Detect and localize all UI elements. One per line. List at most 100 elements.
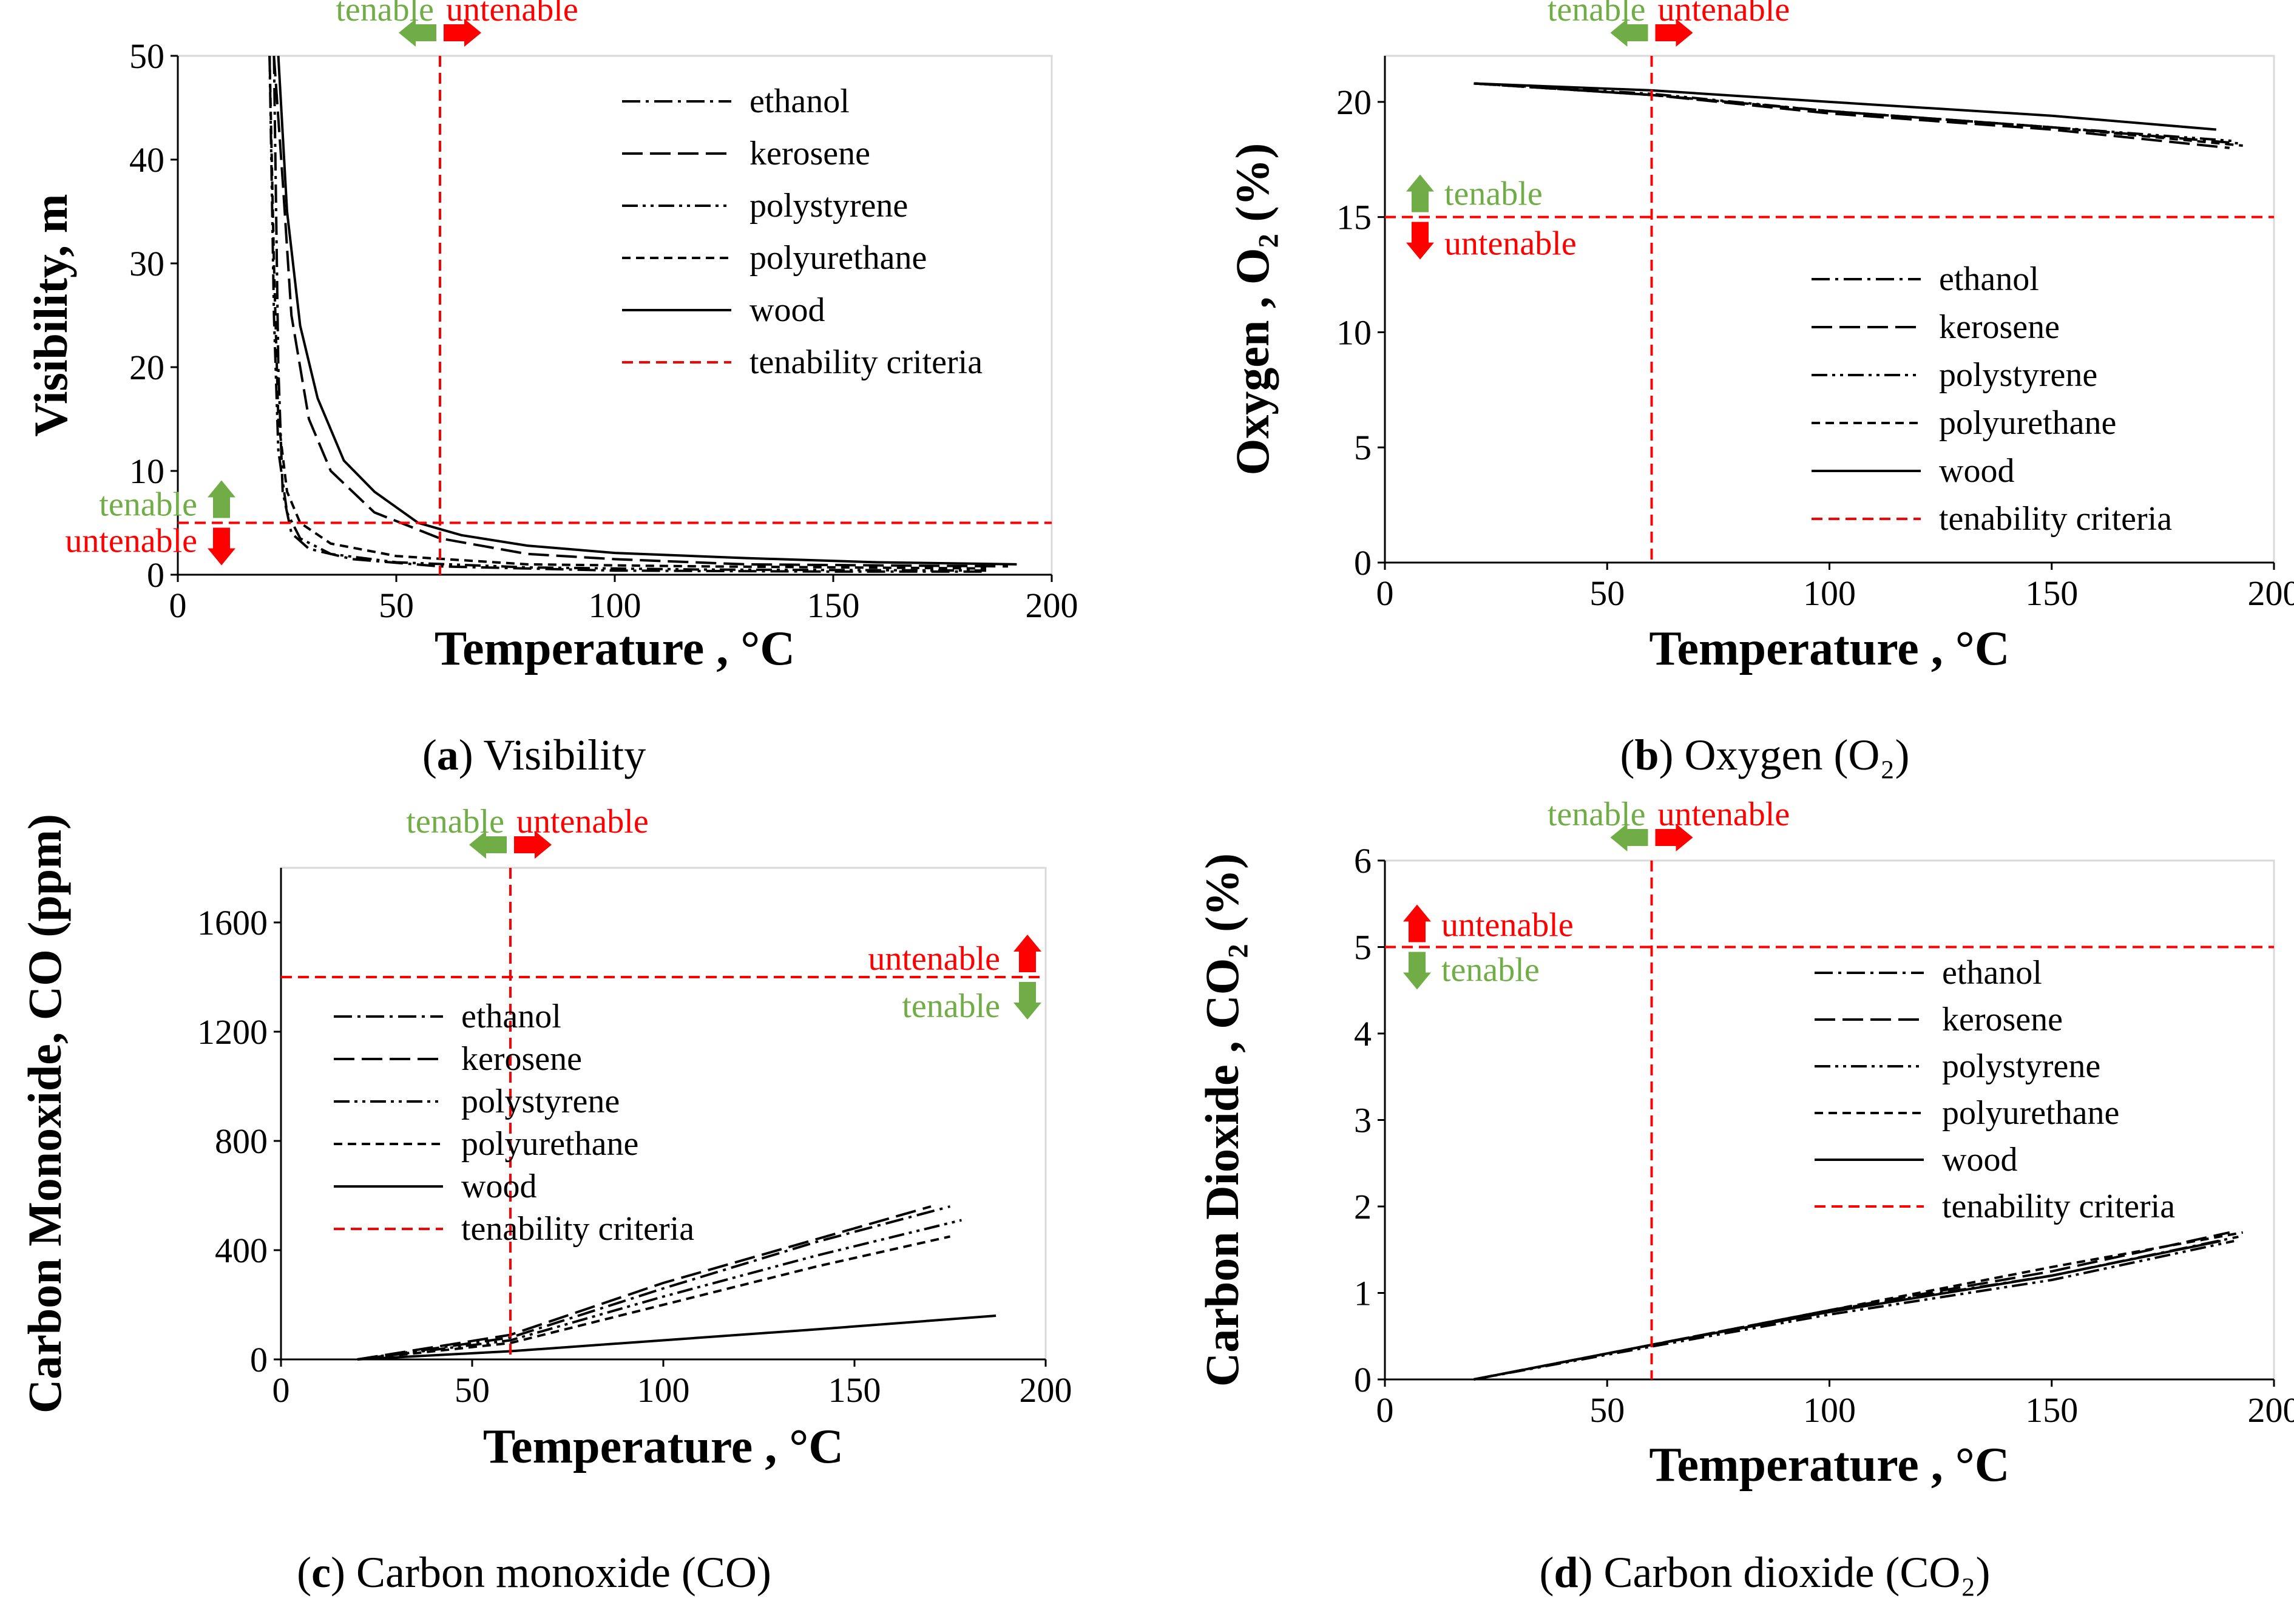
y-tick-label: 20 <box>1336 83 1372 122</box>
legend-label: wood <box>749 291 825 329</box>
red-arrow-icon <box>208 527 235 566</box>
untenable-label-y: untenable <box>1444 225 1577 263</box>
tenable-label-x: tenable <box>336 0 434 29</box>
tenable-label-x: tenable <box>1548 796 1646 833</box>
red-arrow-icon <box>444 19 481 47</box>
y-tick-label: 5 <box>1354 928 1372 967</box>
tenable-label-x: tenable <box>406 803 504 841</box>
red-arrow-icon <box>1655 19 1693 47</box>
x-tick-label: 100 <box>637 1370 690 1410</box>
legend-label: kerosene <box>749 135 870 172</box>
y-tick-label: 0 <box>1354 1360 1372 1399</box>
red-arrow-icon <box>514 831 552 859</box>
y-tick-label: 0 <box>1354 543 1372 583</box>
untenable-label-x: untenable <box>1658 796 1790 833</box>
x-tick-label: 150 <box>2025 1390 2078 1430</box>
series-line-wood <box>1474 82 2216 131</box>
y-axis-label: Oxygen , O₂ (%) <box>1226 143 1279 476</box>
series-line-kerosene <box>1474 82 2230 149</box>
legend: ethanol kerosene polystyrene polyurethane wo… <box>1815 954 2175 1225</box>
x-tick-label: 200 <box>2248 1390 2294 1430</box>
red-arrow-icon <box>1013 935 1041 972</box>
x-tick-label: 100 <box>1803 1390 1856 1430</box>
x-tick-label: 50 <box>1589 573 1625 613</box>
series-line-wood <box>1474 1240 2221 1381</box>
y-tick-label: 20 <box>129 348 164 387</box>
y-tick-label: 50 <box>129 36 164 76</box>
legend-label: kerosene <box>1939 308 2060 346</box>
green-arrow-icon <box>1013 982 1041 1020</box>
tenable-label-y: tenable <box>902 987 1000 1025</box>
tenable-label-y: tenable <box>1441 952 1540 989</box>
y-tick-label: 1 <box>1354 1274 1372 1313</box>
x-tick-label: 200 <box>2248 573 2294 613</box>
untenable-label-y: untenable <box>1441 907 1574 944</box>
green-arrow-icon <box>469 831 507 859</box>
legend: ethanol kerosene polystyrene polyurethane wo… <box>622 83 983 381</box>
x-tick-label: 200 <box>1020 1370 1072 1410</box>
series-line-wood <box>357 1314 996 1361</box>
tenable-label-y: tenable <box>1444 175 1543 213</box>
green-arrow-icon <box>1406 174 1434 212</box>
y-tick-label: 1600 <box>197 903 268 942</box>
legend-label: polyurethane <box>1939 404 2116 442</box>
series-line-kerosene <box>272 55 1009 568</box>
legend-label: tenability criteria <box>461 1210 694 1248</box>
x-axis-label: Temperature , °C <box>1649 1438 2009 1492</box>
red-arrow-icon <box>1403 904 1431 942</box>
legend: ethanol kerosene polystyrene polyurethane wo… <box>1812 260 2172 538</box>
y-tick-label: 30 <box>129 244 164 283</box>
y-tick-label: 400 <box>215 1231 268 1270</box>
y-axis-label: Carbon Monoxide, CO (ppm) <box>18 814 71 1413</box>
chart-panel-c: 0 50 100 150 200 0 400 800 1200 1600 Temperature ,… <box>18 803 1072 1597</box>
x-tick-label: 0 <box>169 586 187 625</box>
x-axis-label: Temperature , °C <box>435 622 795 675</box>
y-tick-label: 0 <box>250 1340 268 1379</box>
legend-label: tenability criteria <box>1939 500 2172 538</box>
y-axis-label: Visibility, m <box>24 194 77 436</box>
green-arrow-icon <box>1610 19 1648 47</box>
legend-label: ethanol <box>1942 954 2042 992</box>
legend-label: polystyrene <box>461 1083 620 1120</box>
legend-label: polyurethane <box>461 1125 638 1163</box>
chart-panel-b: 0 50 100 150 200 0 5 10 15 20 Temperature , °C Oxyg… <box>1226 0 2294 779</box>
y-tick-label: 0 <box>147 555 164 595</box>
series-line-ethanol <box>357 1205 951 1361</box>
x-tick-label: 0 <box>1376 1390 1394 1430</box>
x-tick-label: 150 <box>828 1370 881 1410</box>
y-axis-label: Carbon Dioxide , CO₂ (%) <box>1196 853 1248 1387</box>
untenable-label-x: untenable <box>1658 0 1790 29</box>
y-tick-label: 4 <box>1354 1014 1372 1054</box>
green-arrow-icon <box>399 19 436 47</box>
x-tick-label: 0 <box>1376 573 1394 613</box>
y-tick-label: 5 <box>1354 428 1372 467</box>
green-arrow-icon <box>208 480 235 518</box>
red-arrow-icon <box>1655 824 1693 851</box>
chart-caption: (b) Oxygen (O₂) <box>1620 731 1909 779</box>
series-line-ethanol <box>272 55 986 573</box>
x-tick-label: 50 <box>379 586 414 625</box>
chart-caption: (a) Visibility <box>422 731 646 779</box>
x-tick-label: 150 <box>807 586 860 625</box>
untenable-label-x: untenable <box>446 0 578 29</box>
x-tick-label: 50 <box>455 1370 490 1410</box>
legend-label: polyurethane <box>749 239 927 277</box>
y-tick-label: 2 <box>1354 1187 1372 1226</box>
legend-label: kerosene <box>1942 1001 2063 1038</box>
untenable-label-y: untenable <box>65 523 197 560</box>
series-line-polystyrene <box>357 1219 962 1361</box>
untenable-label-x: untenable <box>516 803 649 841</box>
legend: ethanol kerosene polystyrene polyurethane wo… <box>334 998 694 1248</box>
chart-panel-a: 0 50 100 150 200 0 10 20 30 40 50 Temperature , °C V… <box>24 0 1078 779</box>
series-line-kerosene <box>357 1205 932 1361</box>
x-tick-label: 150 <box>2025 573 2078 613</box>
chart-caption: (c) Carbon monoxide (CO) <box>297 1548 771 1597</box>
legend-label: wood <box>1942 1141 2017 1179</box>
y-tick-label: 3 <box>1354 1101 1372 1140</box>
legend-label: ethanol <box>1939 260 2039 298</box>
green-arrow-icon <box>1610 824 1648 851</box>
plot-area <box>177 55 1053 576</box>
legend-label: polystyrene <box>749 187 908 225</box>
legend-label: wood <box>461 1168 536 1205</box>
